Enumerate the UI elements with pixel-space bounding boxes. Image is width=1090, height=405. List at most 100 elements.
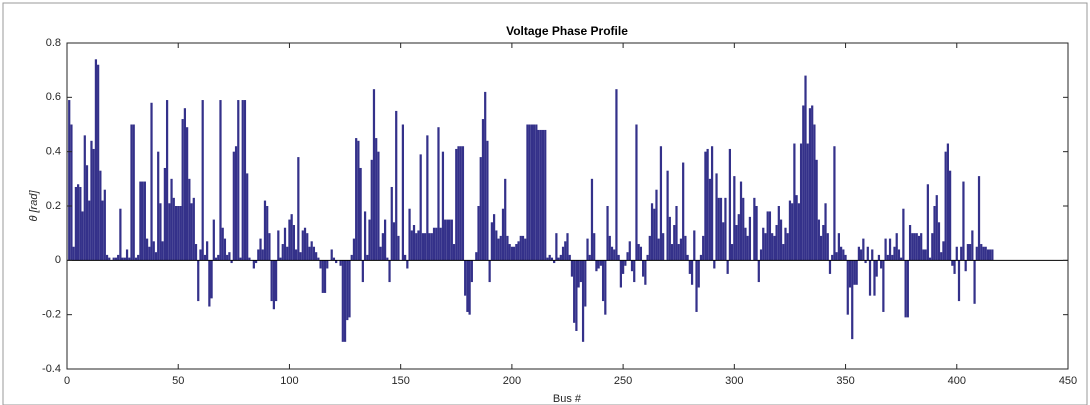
bar	[662, 233, 665, 261]
bar	[366, 254, 369, 261]
bar	[937, 222, 941, 261]
bar	[206, 241, 209, 261]
bar	[452, 244, 456, 261]
bar	[902, 208, 905, 261]
bar	[891, 254, 894, 261]
bar	[699, 254, 703, 261]
bar	[766, 211, 769, 261]
bar	[68, 100, 71, 261]
x-tick-label: 100	[280, 375, 298, 387]
bar	[150, 102, 153, 261]
bar	[822, 225, 825, 261]
bar	[535, 124, 538, 261]
bar	[561, 246, 565, 261]
bar	[197, 260, 200, 302]
bar	[715, 173, 718, 261]
bar	[895, 233, 898, 261]
bar	[544, 129, 547, 261]
x-tick-label: 200	[503, 375, 521, 387]
y-tick-label: 0.8	[46, 37, 61, 49]
bar	[940, 252, 943, 261]
bar	[279, 257, 282, 261]
bar	[497, 238, 500, 261]
bar	[412, 225, 416, 261]
bar	[679, 238, 683, 261]
bar	[506, 235, 509, 261]
bar	[92, 148, 95, 261]
bar	[980, 244, 983, 261]
bar	[642, 260, 645, 277]
bar	[83, 135, 86, 261]
y-axis-label: θ [rad]	[28, 190, 40, 222]
bar	[424, 233, 427, 261]
bar	[619, 260, 622, 288]
bar	[606, 206, 609, 261]
bar	[839, 246, 843, 261]
bar	[397, 235, 400, 261]
bar	[873, 260, 876, 296]
bar	[617, 254, 620, 261]
bar	[944, 151, 947, 261]
bar	[290, 214, 293, 261]
bar	[586, 238, 589, 261]
bar	[946, 143, 949, 261]
bar	[326, 260, 329, 269]
bar	[595, 260, 598, 272]
bar	[726, 260, 729, 274]
bar	[108, 257, 111, 261]
bar	[479, 157, 482, 261]
x-tick-label: 400	[948, 375, 966, 387]
y-tick-label: -0.2	[42, 309, 61, 321]
bar	[519, 235, 522, 261]
bar	[942, 241, 945, 261]
bar	[728, 148, 731, 261]
x-axis-label: Bus #	[553, 393, 582, 405]
bar	[277, 230, 280, 261]
bar	[308, 246, 311, 261]
bar	[404, 254, 407, 261]
bar	[219, 100, 222, 261]
bar	[125, 249, 129, 261]
bar	[757, 260, 760, 283]
bar	[824, 203, 827, 261]
bar	[448, 219, 451, 261]
bar	[321, 260, 324, 293]
bar	[355, 138, 358, 261]
bar	[234, 146, 238, 261]
bar	[154, 252, 158, 261]
bar	[928, 257, 932, 261]
bar	[361, 260, 364, 283]
bar	[759, 249, 763, 261]
bar	[833, 146, 836, 261]
bar	[666, 170, 669, 261]
bar	[762, 227, 765, 261]
bar	[530, 124, 534, 261]
bar	[771, 233, 774, 261]
bar	[975, 246, 978, 261]
bar	[615, 89, 618, 261]
bar	[842, 249, 845, 261]
bar	[470, 260, 473, 283]
bar	[613, 249, 616, 261]
bar	[188, 178, 191, 261]
bar	[791, 203, 794, 261]
bar	[488, 260, 491, 283]
bar	[951, 260, 954, 266]
bar	[377, 151, 380, 261]
bar	[375, 138, 378, 261]
bar	[128, 257, 131, 261]
bar	[119, 208, 122, 261]
bar	[157, 151, 160, 261]
bar	[228, 252, 231, 261]
bar	[352, 238, 356, 261]
bar	[588, 254, 591, 261]
bar	[139, 181, 142, 261]
bar	[70, 124, 73, 261]
bar	[911, 233, 914, 261]
bar	[693, 230, 696, 261]
bar	[697, 260, 700, 288]
chart-title: Voltage Phase Profile	[506, 24, 628, 38]
bar	[501, 208, 505, 261]
bar	[417, 230, 420, 261]
bar	[428, 233, 431, 261]
